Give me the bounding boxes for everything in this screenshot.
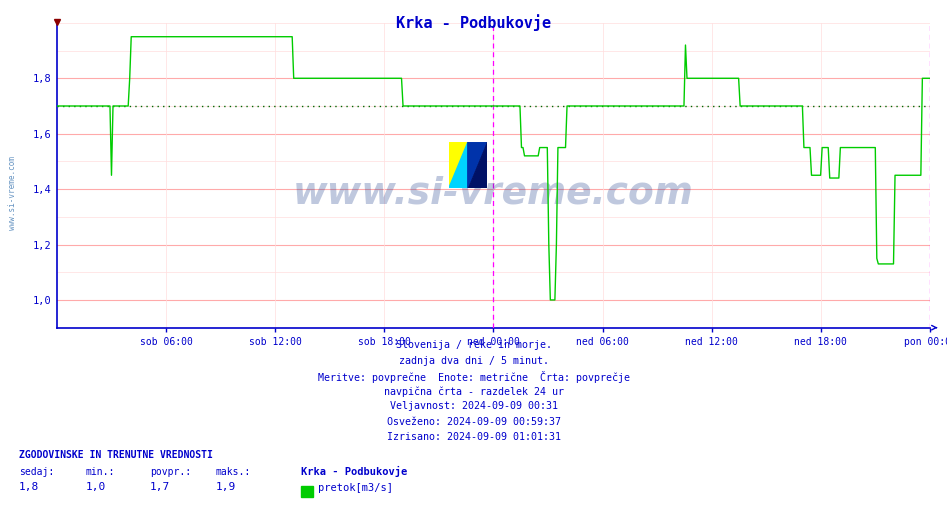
Text: www.si-vreme.com: www.si-vreme.com <box>8 156 17 230</box>
Text: Izrisano: 2024-09-09 01:01:31: Izrisano: 2024-09-09 01:01:31 <box>386 432 561 442</box>
Text: Veljavnost: 2024-09-09 00:31: Veljavnost: 2024-09-09 00:31 <box>389 401 558 411</box>
Text: Meritve: povprečne  Enote: metrične  Črta: povprečje: Meritve: povprečne Enote: metrične Črta:… <box>317 371 630 383</box>
Polygon shape <box>468 142 487 188</box>
Text: 1,7: 1,7 <box>150 482 170 492</box>
Text: 1,9: 1,9 <box>216 482 236 492</box>
Text: 1,0: 1,0 <box>85 482 105 492</box>
Text: Slovenija / reke in morje.: Slovenija / reke in morje. <box>396 340 551 351</box>
Text: 1,8: 1,8 <box>19 482 39 492</box>
Polygon shape <box>468 142 487 188</box>
Text: www.si-vreme.com: www.si-vreme.com <box>293 176 694 211</box>
Text: sedaj:: sedaj: <box>19 467 54 477</box>
Text: min.:: min.: <box>85 467 115 477</box>
Polygon shape <box>449 142 468 188</box>
Text: Osveženo: 2024-09-09 00:59:37: Osveženo: 2024-09-09 00:59:37 <box>386 417 561 427</box>
Text: pretok[m3/s]: pretok[m3/s] <box>318 483 393 493</box>
Text: navpična črta - razdelek 24 ur: navpična črta - razdelek 24 ur <box>384 386 563 397</box>
Text: Krka - Podbukovje: Krka - Podbukovje <box>396 14 551 31</box>
Text: ZGODOVINSKE IN TRENUTNE VREDNOSTI: ZGODOVINSKE IN TRENUTNE VREDNOSTI <box>19 450 213 460</box>
Text: Krka - Podbukovje: Krka - Podbukovje <box>301 466 407 477</box>
Text: zadnja dva dni / 5 minut.: zadnja dva dni / 5 minut. <box>399 356 548 366</box>
Text: povpr.:: povpr.: <box>150 467 190 477</box>
Polygon shape <box>449 142 468 188</box>
Text: maks.:: maks.: <box>216 467 251 477</box>
